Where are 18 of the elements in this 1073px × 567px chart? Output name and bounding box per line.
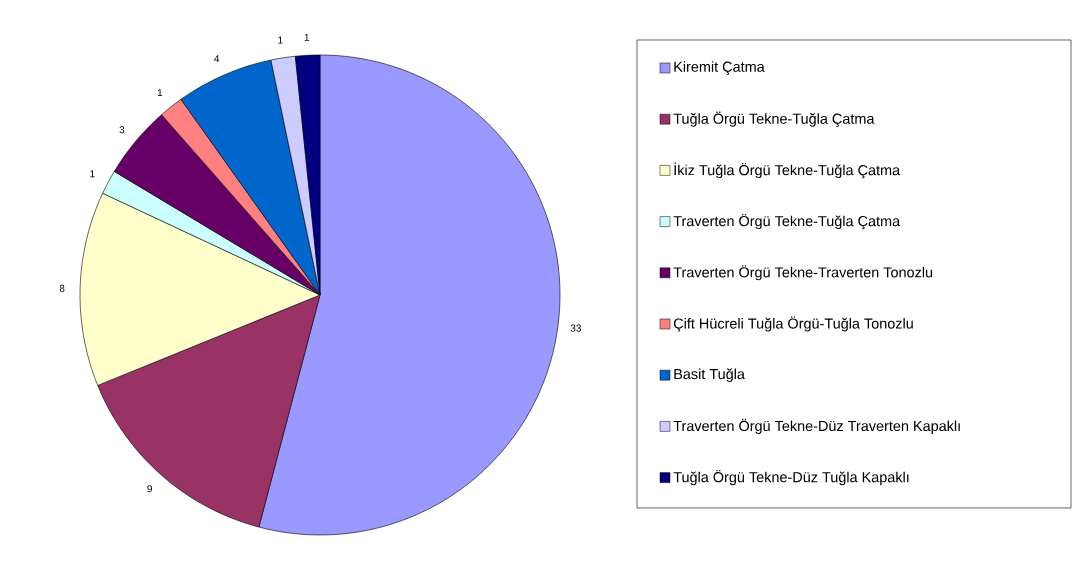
legend-label: Tuğla Örgü Tekne-Düz Tuğla Kapaklı: [673, 470, 909, 486]
data-label: 1: [157, 89, 163, 97]
data-label: 4: [214, 55, 220, 62]
data-label: 9: [147, 485, 152, 493]
data-label: 1: [90, 170, 95, 178]
data-label: 3: [119, 126, 125, 134]
data-label: 33: [570, 324, 581, 332]
legend-label: Traverten Örgü Tekne-Düz Traverten Kapaklı: [673, 418, 960, 434]
data-label: 8: [59, 284, 65, 292]
legend-label: Çift Hücreli Tuğla Örgü-Tuğla Tonozlu: [673, 316, 913, 332]
legend-label: Basit Tuğla: [674, 368, 745, 383]
legend-label: Traverten Örgü Tekne-Traverten Tonozlu: [673, 265, 933, 281]
legend-label: Tuğla Örgü Tekne-Tuğla Çatma: [673, 111, 875, 127]
data-label: 1: [278, 36, 283, 44]
data-label: 1: [304, 33, 310, 41]
legend-label: Kiremit Çatma: [674, 61, 765, 75]
legend-label: İkiz Tuğla Örgü Tekne-Tuğla Çatma: [674, 162, 901, 179]
legend-label: Traverten Örgü Tekne-Tuğla Çatma: [673, 214, 901, 230]
